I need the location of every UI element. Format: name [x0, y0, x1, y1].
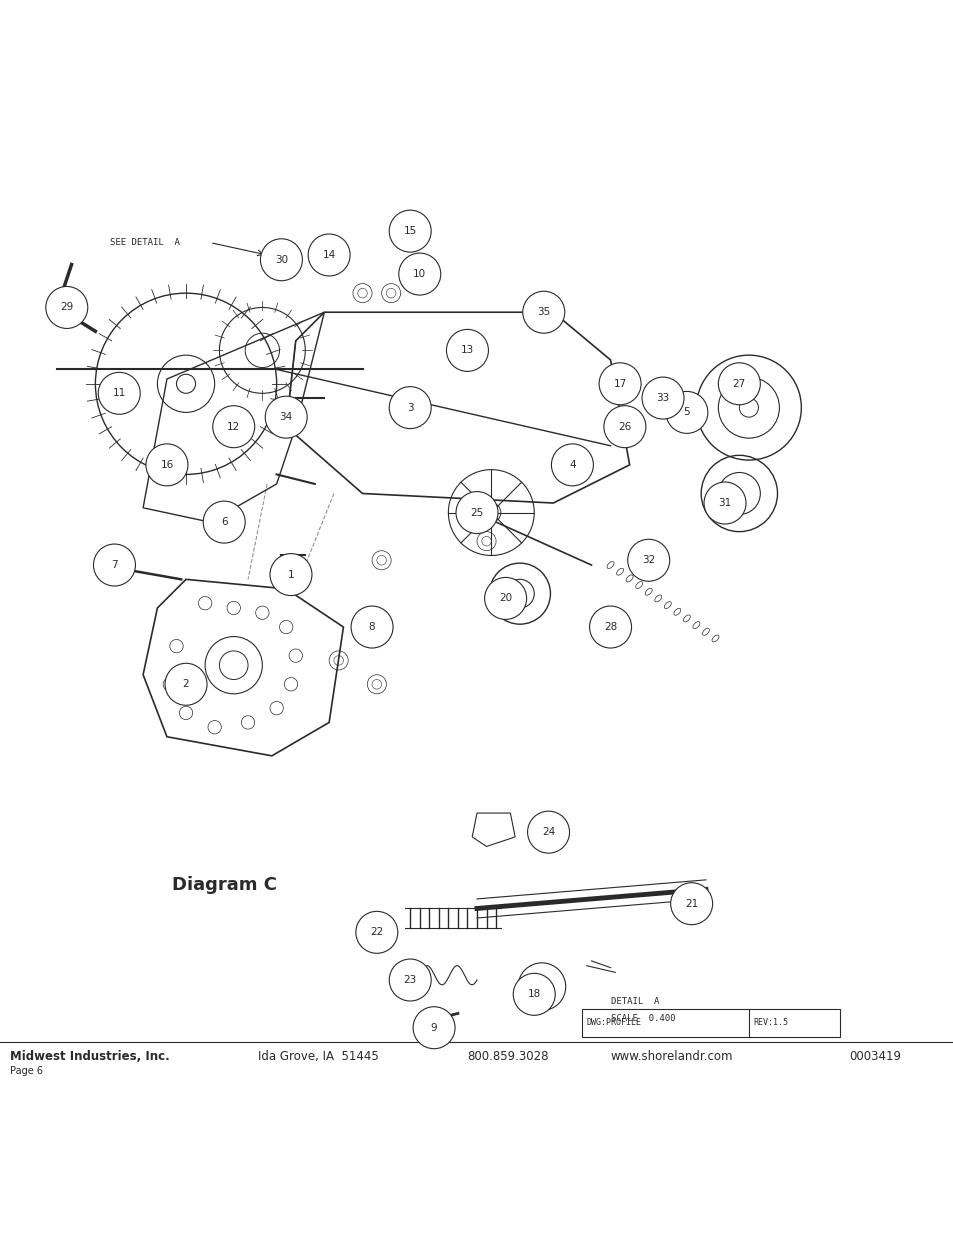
Text: 32: 32: [641, 556, 655, 566]
Circle shape: [627, 540, 669, 582]
Text: SCALE  0.400: SCALE 0.400: [610, 1014, 675, 1023]
Circle shape: [265, 396, 307, 438]
Text: 21: 21: [684, 899, 698, 909]
Text: www.shorelandr.com: www.shorelandr.com: [610, 1050, 732, 1063]
Text: 26: 26: [618, 421, 631, 432]
Circle shape: [446, 330, 488, 372]
Text: 10: 10: [413, 269, 426, 279]
Text: 35: 35: [537, 308, 550, 317]
Circle shape: [270, 553, 312, 595]
Text: 22: 22: [370, 927, 383, 937]
Circle shape: [389, 210, 431, 252]
Circle shape: [527, 811, 569, 853]
Circle shape: [551, 443, 593, 485]
Circle shape: [665, 391, 707, 433]
Text: 28: 28: [603, 622, 617, 632]
Text: 8: 8: [369, 622, 375, 632]
Text: 7: 7: [112, 559, 117, 571]
Text: Page 6: Page 6: [10, 1066, 43, 1076]
Circle shape: [398, 253, 440, 295]
Circle shape: [93, 545, 135, 587]
Text: 800.859.3028: 800.859.3028: [467, 1050, 548, 1063]
Text: 18: 18: [527, 989, 540, 999]
Text: 34: 34: [279, 412, 293, 422]
Text: 24: 24: [541, 827, 555, 837]
Circle shape: [641, 377, 683, 419]
Text: 1: 1: [288, 569, 294, 579]
Text: 17: 17: [613, 379, 626, 389]
Text: SEE DETAIL  A: SEE DETAIL A: [110, 238, 179, 247]
Text: 31: 31: [718, 498, 731, 508]
Text: 5: 5: [683, 408, 689, 417]
Text: 15: 15: [403, 226, 416, 236]
Text: 6: 6: [221, 517, 227, 527]
Circle shape: [456, 492, 497, 534]
Circle shape: [522, 291, 564, 333]
Text: 20: 20: [498, 594, 512, 604]
Circle shape: [484, 578, 526, 620]
Text: 16: 16: [160, 459, 173, 469]
Text: 23: 23: [403, 974, 416, 986]
Text: 30: 30: [274, 254, 288, 264]
Text: 11: 11: [112, 388, 126, 399]
Text: 3: 3: [407, 403, 413, 412]
Text: 27: 27: [732, 379, 745, 389]
Circle shape: [389, 960, 431, 1002]
Circle shape: [670, 883, 712, 925]
Text: 25: 25: [470, 508, 483, 517]
Text: 13: 13: [460, 346, 474, 356]
Text: 2: 2: [183, 679, 189, 689]
Text: DWG:PROFILE: DWG:PROFILE: [586, 1019, 641, 1028]
Circle shape: [98, 372, 140, 414]
Circle shape: [355, 911, 397, 953]
Circle shape: [60, 296, 83, 319]
Circle shape: [603, 406, 645, 448]
Circle shape: [203, 501, 245, 543]
Circle shape: [598, 363, 640, 405]
Circle shape: [213, 406, 254, 448]
Circle shape: [146, 443, 188, 485]
Text: 12: 12: [227, 421, 240, 432]
Text: 0003419: 0003419: [848, 1050, 901, 1063]
Text: 14: 14: [322, 249, 335, 261]
Text: DETAIL  A: DETAIL A: [610, 997, 659, 1005]
Text: Midwest Industries, Inc.: Midwest Industries, Inc.: [10, 1050, 169, 1063]
Text: 29: 29: [60, 303, 73, 312]
Circle shape: [703, 482, 745, 524]
Circle shape: [589, 606, 631, 648]
Circle shape: [413, 1007, 455, 1049]
Bar: [581, 1009, 839, 1037]
Circle shape: [46, 287, 88, 329]
Circle shape: [513, 973, 555, 1015]
Circle shape: [718, 363, 760, 405]
Text: 33: 33: [656, 393, 669, 403]
Text: 4: 4: [569, 459, 575, 469]
Text: Diagram C: Diagram C: [172, 876, 276, 894]
Circle shape: [389, 387, 431, 429]
Text: REV:1.5: REV:1.5: [753, 1019, 788, 1028]
Circle shape: [308, 233, 350, 275]
Text: Ida Grove, IA  51445: Ida Grove, IA 51445: [257, 1050, 378, 1063]
Circle shape: [260, 238, 302, 280]
Text: 9: 9: [431, 1023, 436, 1032]
Circle shape: [165, 663, 207, 705]
Circle shape: [351, 606, 393, 648]
